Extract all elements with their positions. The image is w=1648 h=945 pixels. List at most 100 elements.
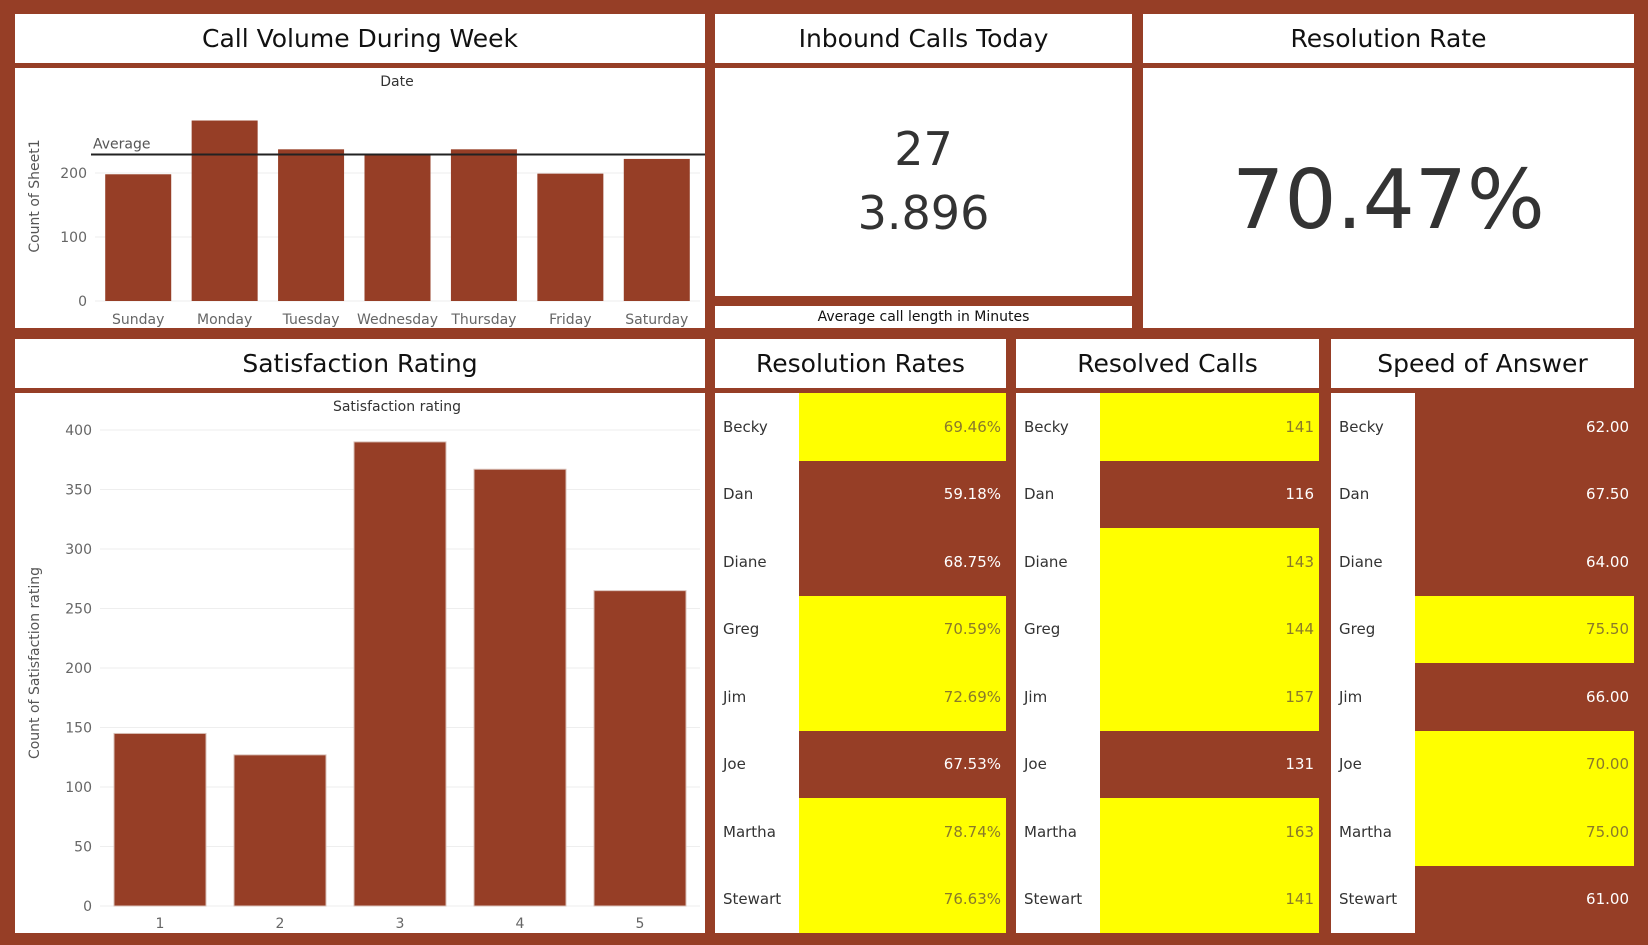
table-row: Stewart 76.63%: [715, 865, 1006, 933]
row-value: 69.46%: [943, 417, 1001, 436]
calls-today-value: 27: [894, 122, 953, 176]
chart-header: Satisfaction rating: [333, 399, 461, 415]
row-value: 72.69%: [943, 687, 1001, 706]
y-tick-label: 100: [60, 230, 87, 246]
value-cell: 141: [1100, 393, 1319, 461]
row-value: 131: [1285, 755, 1314, 774]
chart-header: Date: [380, 74, 413, 90]
row-name: Martha: [1339, 822, 1392, 841]
call-volume-chart: 0 100 200 Date Count of Sheet1 Sunday Monday Tu…: [27, 74, 710, 328]
table-row: Martha 163: [1016, 798, 1319, 866]
row-name: Jim: [1339, 687, 1363, 706]
row-value: 68.75%: [943, 552, 1001, 571]
row-value: 70.00: [1586, 755, 1629, 774]
table-row: Dan 59.18%: [715, 460, 1006, 528]
row-name: Dan: [723, 485, 754, 504]
table-row: Stewart 141: [1016, 865, 1319, 933]
row-value: 67.53%: [943, 755, 1001, 774]
y-tick-label: 300: [65, 542, 92, 558]
speed-of-answer-title: Speed of Answer: [1331, 339, 1634, 388]
value-cell: 76.63%: [799, 865, 1006, 933]
satisfaction-title: Satisfaction Rating: [15, 339, 705, 388]
y-tick-label: 400: [65, 423, 92, 439]
call-volume-chart-panel: 0 100 200 Date Count of Sheet1 Sunday Monday Tu…: [15, 68, 710, 328]
row-value: 157: [1285, 687, 1314, 706]
x-tick-label: 3: [396, 916, 405, 932]
value-cell: 144: [1100, 595, 1319, 663]
value-cell: 78.74%: [799, 798, 1006, 866]
value-cell: 70.00: [1415, 730, 1634, 798]
resolved-calls-title: Resolved Calls: [1016, 339, 1319, 388]
table-row: Jim 66.00: [1331, 663, 1634, 731]
row-name: Dan: [1339, 485, 1370, 504]
inbound-calls-title: Inbound Calls Today: [715, 14, 1132, 63]
row-name: Joe: [723, 755, 746, 774]
value-cell: 67.50: [1415, 460, 1634, 528]
table-row: Diane 64.00: [1331, 528, 1634, 596]
row-value: 75.50: [1586, 620, 1629, 639]
y-tick-label: 100: [65, 780, 92, 796]
table-row: Greg 70.59%: [715, 595, 1006, 663]
resolution-rate-panel: 70.47%: [1143, 68, 1634, 328]
row-name: Stewart: [723, 890, 782, 909]
row-value: 141: [1285, 417, 1314, 436]
value-cell: 116: [1100, 460, 1319, 528]
value-cell: 141: [1100, 865, 1319, 933]
resolution-rate-value: 70.47%: [1232, 153, 1545, 248]
table-row: Dan 67.50: [1331, 460, 1634, 528]
bar: [593, 590, 687, 907]
table-row: Martha 75.00: [1331, 798, 1634, 866]
row-name: Diane: [1339, 552, 1383, 571]
bar: [473, 468, 567, 907]
value-cell: 61.00: [1415, 865, 1634, 933]
table-row: Stewart 61.00: [1331, 865, 1634, 933]
satisfaction-chart-panel: 0 50 100 150 200 250 300 350 400 Satisfaction rat…: [15, 393, 705, 933]
y-tick-label: 150: [65, 721, 92, 737]
bar: [353, 441, 447, 907]
y-tick-label: 200: [65, 661, 92, 677]
row-name: Stewart: [1339, 890, 1398, 909]
row-name: Stewart: [1024, 890, 1083, 909]
x-tick-label: 4: [516, 916, 525, 932]
y-tick-label: 250: [65, 602, 92, 618]
row-name: Becky: [1024, 417, 1069, 436]
bar: [233, 754, 327, 907]
row-name: Diane: [1024, 552, 1068, 571]
table-row: Diane 68.75%: [715, 528, 1006, 596]
call-volume-title: Call Volume During Week: [15, 14, 705, 63]
table-row: Joe 131: [1016, 730, 1319, 798]
x-tick-label: Sunday: [112, 312, 164, 328]
table-row: Greg 75.50: [1331, 595, 1634, 663]
table-row: Jim 157: [1016, 663, 1319, 731]
table-row: Joe 70.00: [1331, 730, 1634, 798]
row-value: 163: [1285, 822, 1314, 841]
table-row: Martha 78.74%: [715, 798, 1006, 866]
y-tick-label: 50: [74, 840, 92, 856]
row-name: Martha: [1024, 822, 1077, 841]
value-cell: 70.59%: [799, 595, 1006, 663]
row-name: Becky: [723, 417, 768, 436]
speed-of-answer-table: Becky 62.00 Dan 67.50 Diane 64.00 Greg 75.50 Jim…: [1331, 393, 1634, 933]
x-tick-label: 1: [156, 916, 165, 932]
bar: [278, 149, 345, 301]
value-cell: 75.50: [1415, 595, 1634, 663]
value-cell: 62.00: [1415, 393, 1634, 461]
y-tick-label: 0: [78, 294, 87, 310]
resolution-rates-table: Becky 69.46% Dan 59.18% Diane 68.75% Greg 70.59…: [715, 393, 1006, 933]
row-value: 61.00: [1586, 890, 1629, 909]
x-tick-label: Friday: [549, 312, 591, 328]
y-axis-label: Count of Sheet1: [27, 139, 43, 252]
resolved-calls-table: Becky 141 Dan 116 Diane 143 Greg 144 Jim 157 Joe 13…: [1016, 393, 1319, 933]
row-name: Becky: [1339, 417, 1384, 436]
row-value: 116: [1285, 485, 1314, 504]
y-axis-label: Count of Satisfaction rating: [27, 567, 43, 759]
row-name: Greg: [1339, 620, 1376, 639]
row-value: 76.63%: [943, 890, 1001, 909]
row-value: 59.18%: [943, 485, 1001, 504]
value-cell: 69.46%: [799, 393, 1006, 461]
inbound-calls-panel: 27 3.896: [715, 68, 1132, 296]
row-name: Greg: [1024, 620, 1061, 639]
value-cell: 75.00: [1415, 798, 1634, 866]
row-name: Jim: [1024, 687, 1048, 706]
bar: [113, 732, 207, 907]
